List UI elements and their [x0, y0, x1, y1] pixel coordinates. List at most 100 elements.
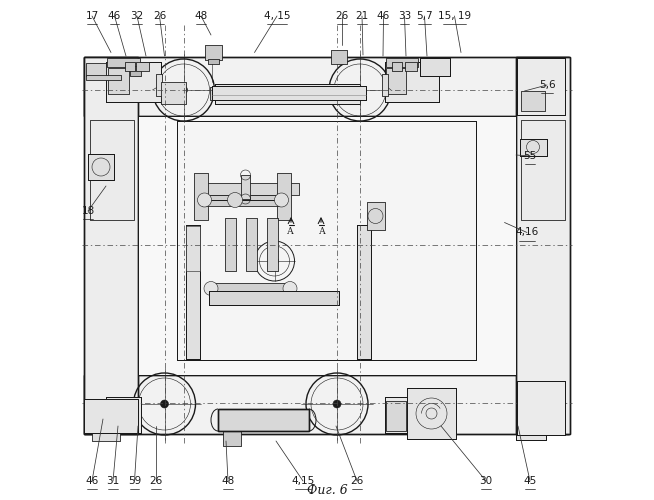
Bar — [161, 82, 186, 104]
Bar — [205, 45, 222, 60]
Bar — [521, 91, 545, 111]
Bar — [208, 59, 219, 64]
Bar — [246, 218, 257, 271]
Circle shape — [333, 400, 341, 408]
Bar — [224, 218, 235, 271]
Circle shape — [198, 193, 211, 207]
Bar — [367, 202, 385, 230]
Bar — [357, 225, 371, 359]
Bar — [209, 87, 366, 100]
Bar — [199, 182, 299, 195]
Bar — [107, 58, 139, 67]
Text: 31: 31 — [107, 476, 120, 486]
Bar — [407, 388, 456, 439]
Bar — [385, 397, 419, 433]
Bar — [86, 75, 121, 80]
Bar — [156, 74, 162, 96]
Text: 46: 46 — [108, 11, 121, 21]
Bar — [186, 225, 200, 359]
Bar — [519, 138, 547, 156]
Text: 4, 15: 4, 15 — [264, 11, 290, 21]
Bar — [385, 68, 405, 94]
Bar — [407, 388, 456, 439]
Bar — [215, 84, 360, 104]
Bar — [215, 283, 286, 294]
Bar — [199, 182, 299, 195]
Text: 48: 48 — [221, 476, 235, 486]
Bar — [517, 381, 564, 435]
Circle shape — [179, 86, 188, 94]
Text: 21: 21 — [355, 11, 369, 21]
Bar — [516, 57, 570, 434]
Bar — [92, 410, 120, 441]
Bar — [209, 87, 366, 100]
Bar — [136, 62, 148, 71]
Bar — [84, 57, 138, 434]
Bar — [84, 375, 569, 434]
Bar — [177, 121, 476, 360]
Bar — [357, 225, 371, 359]
Bar — [386, 58, 417, 67]
Bar — [385, 68, 405, 94]
Text: Фиг. 6: Фиг. 6 — [307, 484, 347, 498]
Bar — [521, 120, 564, 220]
Text: 30: 30 — [479, 476, 492, 486]
Bar — [367, 202, 385, 230]
Bar — [519, 138, 547, 156]
Circle shape — [228, 192, 243, 208]
Bar — [517, 381, 564, 435]
Circle shape — [356, 86, 364, 94]
Bar — [106, 62, 161, 102]
Bar — [209, 291, 339, 305]
Bar — [267, 218, 278, 271]
Bar — [385, 401, 405, 431]
Bar — [86, 64, 106, 76]
Text: 55: 55 — [523, 151, 537, 161]
Bar — [84, 399, 138, 433]
Text: 5,7: 5,7 — [416, 11, 433, 21]
Bar — [405, 62, 417, 71]
Bar — [277, 172, 291, 220]
Bar — [382, 74, 388, 96]
Circle shape — [160, 400, 169, 408]
Text: 45: 45 — [523, 476, 537, 486]
Text: 26: 26 — [351, 476, 364, 486]
Text: 33: 33 — [398, 11, 411, 21]
Bar — [106, 62, 161, 102]
Bar — [516, 57, 570, 434]
Bar — [392, 62, 402, 71]
Bar — [86, 75, 121, 80]
Bar — [241, 175, 250, 199]
Bar — [108, 68, 129, 94]
Text: 26: 26 — [149, 476, 163, 486]
Text: 46: 46 — [86, 476, 99, 486]
Circle shape — [271, 257, 279, 265]
Bar — [382, 74, 388, 96]
Bar — [331, 50, 347, 64]
Bar — [277, 172, 291, 220]
Bar — [86, 64, 106, 76]
Bar — [84, 399, 138, 433]
Bar — [156, 74, 162, 96]
Text: 15, 19: 15, 19 — [438, 11, 471, 21]
Text: 48: 48 — [194, 11, 207, 21]
Bar — [516, 408, 546, 440]
Bar — [419, 58, 449, 76]
Bar — [521, 91, 545, 111]
Bar — [124, 62, 135, 71]
Bar — [215, 283, 286, 294]
Text: 4,16: 4,16 — [515, 228, 539, 237]
Bar — [385, 401, 405, 431]
Bar — [202, 195, 282, 206]
Bar — [177, 121, 476, 360]
Text: 4,15: 4,15 — [292, 476, 315, 486]
Bar — [107, 401, 127, 431]
Bar — [241, 175, 250, 199]
Bar — [212, 86, 366, 100]
Text: 5,6: 5,6 — [539, 80, 555, 90]
Bar — [84, 57, 569, 116]
Bar — [209, 291, 339, 305]
Circle shape — [275, 193, 288, 207]
Bar — [88, 154, 114, 180]
Text: 26: 26 — [153, 11, 166, 21]
